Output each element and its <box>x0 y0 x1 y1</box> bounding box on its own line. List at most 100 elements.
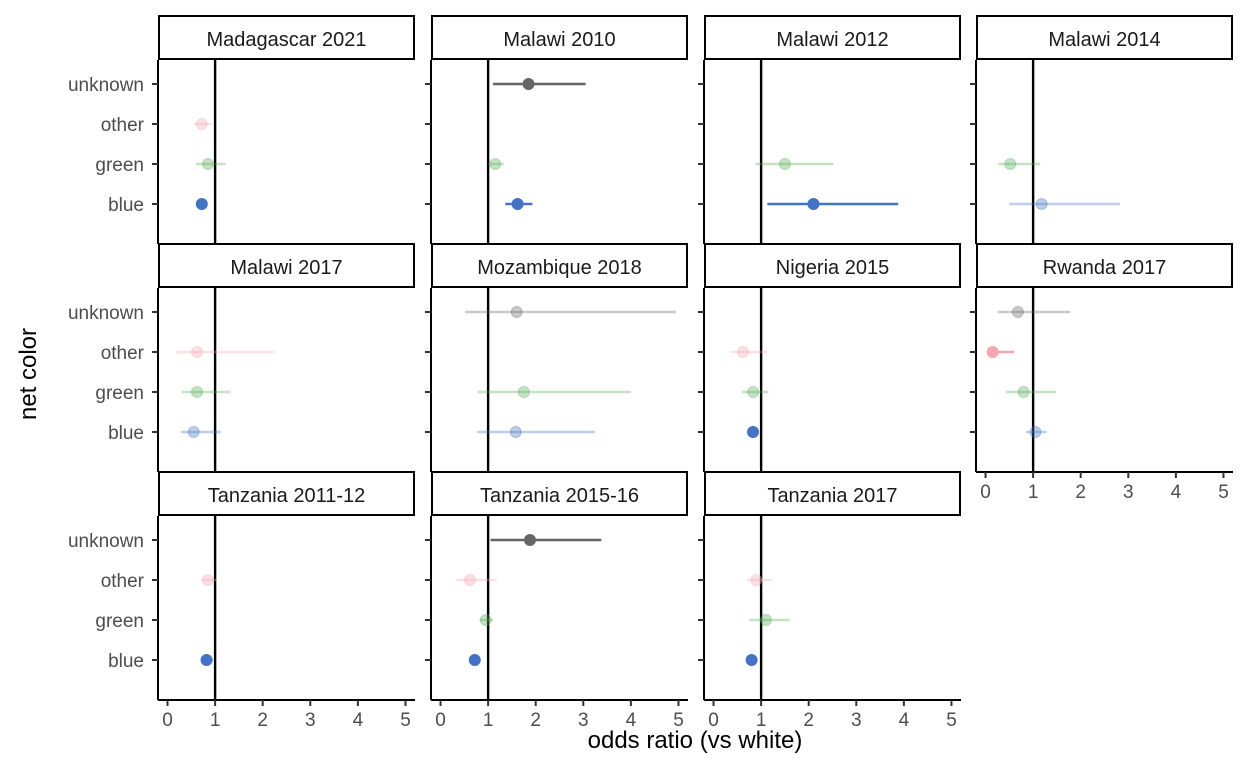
x-tick-label: 3 <box>305 710 316 731</box>
facet-panel: Madagascar 2021 unknown other green blue <box>68 15 415 244</box>
facet-panel: Nigeria 2015 <box>698 243 961 472</box>
x-tick-label: 1 <box>210 710 221 731</box>
point-blue <box>195 198 208 210</box>
facet-strip <box>704 243 961 288</box>
facet-panel: Malawi 2014 <box>970 15 1233 244</box>
point-unknown <box>522 78 535 90</box>
facet-panel: Malawi 2012 <box>698 15 961 244</box>
x-tick-label: 0 <box>162 710 173 731</box>
facet-title: Mozambique 2018 <box>477 257 642 279</box>
facet-strip <box>158 471 415 516</box>
x-tick-label: 1 <box>1028 482 1039 503</box>
x-tick-label: 4 <box>353 710 364 731</box>
facet-strip <box>976 243 1233 288</box>
point-green <box>191 386 204 398</box>
y-tick-label: blue <box>108 423 144 444</box>
point-blue <box>1035 198 1048 210</box>
x-tick-label: 0 <box>708 710 719 731</box>
facet-strip <box>704 471 961 516</box>
x-tick-label: 4 <box>899 710 910 731</box>
facet-strip <box>976 15 1233 60</box>
x-tick-label: 5 <box>946 710 957 731</box>
x-tick-label: 3 <box>1123 482 1134 503</box>
x-tick-label: 1 <box>483 710 494 731</box>
x-tick-label: 5 <box>1218 482 1229 503</box>
point-unknown <box>1011 306 1024 318</box>
facet-strip <box>431 471 688 516</box>
x-tick-label: 5 <box>400 710 411 731</box>
facet-title: Tanzania 2011-12 <box>208 485 366 507</box>
facet-panel: Malawi 2010 <box>425 15 688 244</box>
point-other <box>195 118 208 130</box>
point-unknown <box>523 534 536 546</box>
x-tick-label: 1 <box>756 710 767 731</box>
y-tick-label: unknown <box>68 75 144 96</box>
x-tick-label: 2 <box>1075 482 1086 503</box>
facet-title: Malawi 2014 <box>1048 29 1160 51</box>
point-blue <box>747 426 760 438</box>
point-green <box>201 158 214 170</box>
point-other <box>737 346 750 358</box>
point-blue <box>807 198 820 210</box>
facet-title: Malawi 2010 <box>503 29 615 51</box>
facet-strip <box>431 15 688 60</box>
point-unknown <box>510 306 523 318</box>
facet-strip <box>158 243 415 288</box>
y-axis-title: net color <box>15 328 42 420</box>
point-blue <box>509 426 522 438</box>
facet-title: Tanzania 2015-16 <box>480 485 639 507</box>
point-blue <box>511 198 524 210</box>
point-other <box>464 574 477 586</box>
facet-title: Tanzania 2017 <box>767 485 897 507</box>
point-green <box>1017 386 1030 398</box>
x-tick-label: 0 <box>435 710 446 731</box>
point-green <box>479 614 492 626</box>
facet-panel: Rwanda 2017 0 1 2 3 4 5 <box>970 243 1233 503</box>
facet-title: Nigeria 2015 <box>776 257 889 279</box>
y-tick-label: unknown <box>68 531 144 552</box>
y-tick-label: other <box>101 115 145 136</box>
point-blue <box>745 654 758 666</box>
facet-title: Rwanda 2017 <box>1043 257 1166 279</box>
x-tick-label: 2 <box>803 710 814 731</box>
point-blue <box>1029 426 1042 438</box>
point-green <box>778 158 791 170</box>
facet-panel: Tanzania 2011-12 unknown other green blue 0 1 2… <box>68 471 415 731</box>
point-green <box>759 614 772 626</box>
point-other <box>750 574 763 586</box>
x-tick-label: 3 <box>851 710 862 731</box>
point-green <box>1004 158 1017 170</box>
point-green <box>489 158 502 170</box>
x-tick-label: 2 <box>257 710 268 731</box>
y-tick-label: other <box>101 571 145 592</box>
y-tick-label: unknown <box>68 303 144 324</box>
point-other <box>191 346 204 358</box>
facet-strip <box>704 15 961 60</box>
x-tick-label: 3 <box>578 710 589 731</box>
point-blue <box>468 654 481 666</box>
facet-panel: Tanzania 2017 0 1 2 3 4 5 <box>698 471 961 731</box>
point-other <box>201 574 214 586</box>
facet-panel: Malawi 2017 unknown other green blue <box>68 243 415 472</box>
point-green <box>517 386 530 398</box>
point-blue <box>200 654 213 666</box>
x-axis-title: odds ratio (vs white) <box>588 727 803 754</box>
x-tick-label: 4 <box>626 710 637 731</box>
facet-title: Malawi 2012 <box>776 29 888 51</box>
facet-strip <box>158 15 415 60</box>
facet-panel: Mozambique 2018 <box>425 243 688 472</box>
x-tick-label: 0 <box>980 482 991 503</box>
facet-panel: Tanzania 2015-16 0 1 2 3 4 5 <box>425 471 688 731</box>
x-tick-label: 2 <box>530 710 541 731</box>
point-other <box>986 346 999 358</box>
y-tick-label: blue <box>108 195 144 216</box>
point-green <box>747 386 760 398</box>
y-tick-label: other <box>101 343 145 364</box>
y-tick-label: green <box>95 383 144 404</box>
y-tick-label: blue <box>108 651 144 672</box>
facet-strip <box>431 243 688 288</box>
y-tick-label: green <box>95 611 144 632</box>
x-tick-label: 4 <box>1171 482 1182 503</box>
